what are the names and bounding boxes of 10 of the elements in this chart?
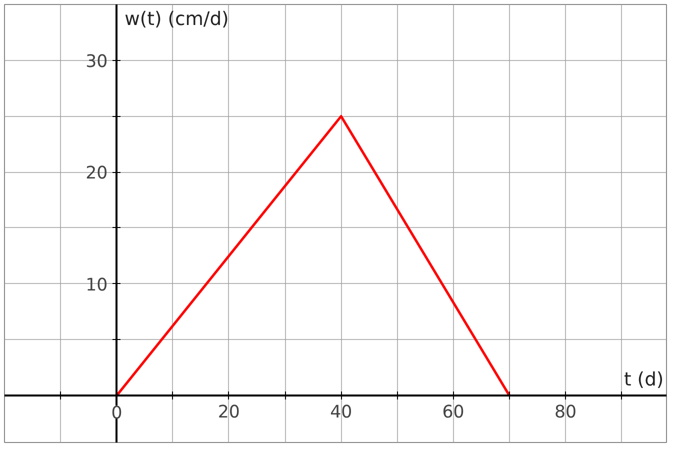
- x-tick-label: 80: [554, 402, 577, 423]
- y-tick-label: 30: [86, 52, 108, 72]
- y-tick-label: 20: [86, 164, 108, 184]
- x-tick-label: 20: [218, 402, 240, 423]
- x-tick-label: 40: [330, 402, 352, 423]
- x-tick-label: 0: [111, 404, 122, 424]
- x-axis-title: t (d): [624, 369, 664, 390]
- x-tick-label: 60: [442, 402, 464, 423]
- y-tick-label: 10: [86, 275, 108, 296]
- y-axis-title: w(t) (cm/d): [124, 8, 229, 30]
